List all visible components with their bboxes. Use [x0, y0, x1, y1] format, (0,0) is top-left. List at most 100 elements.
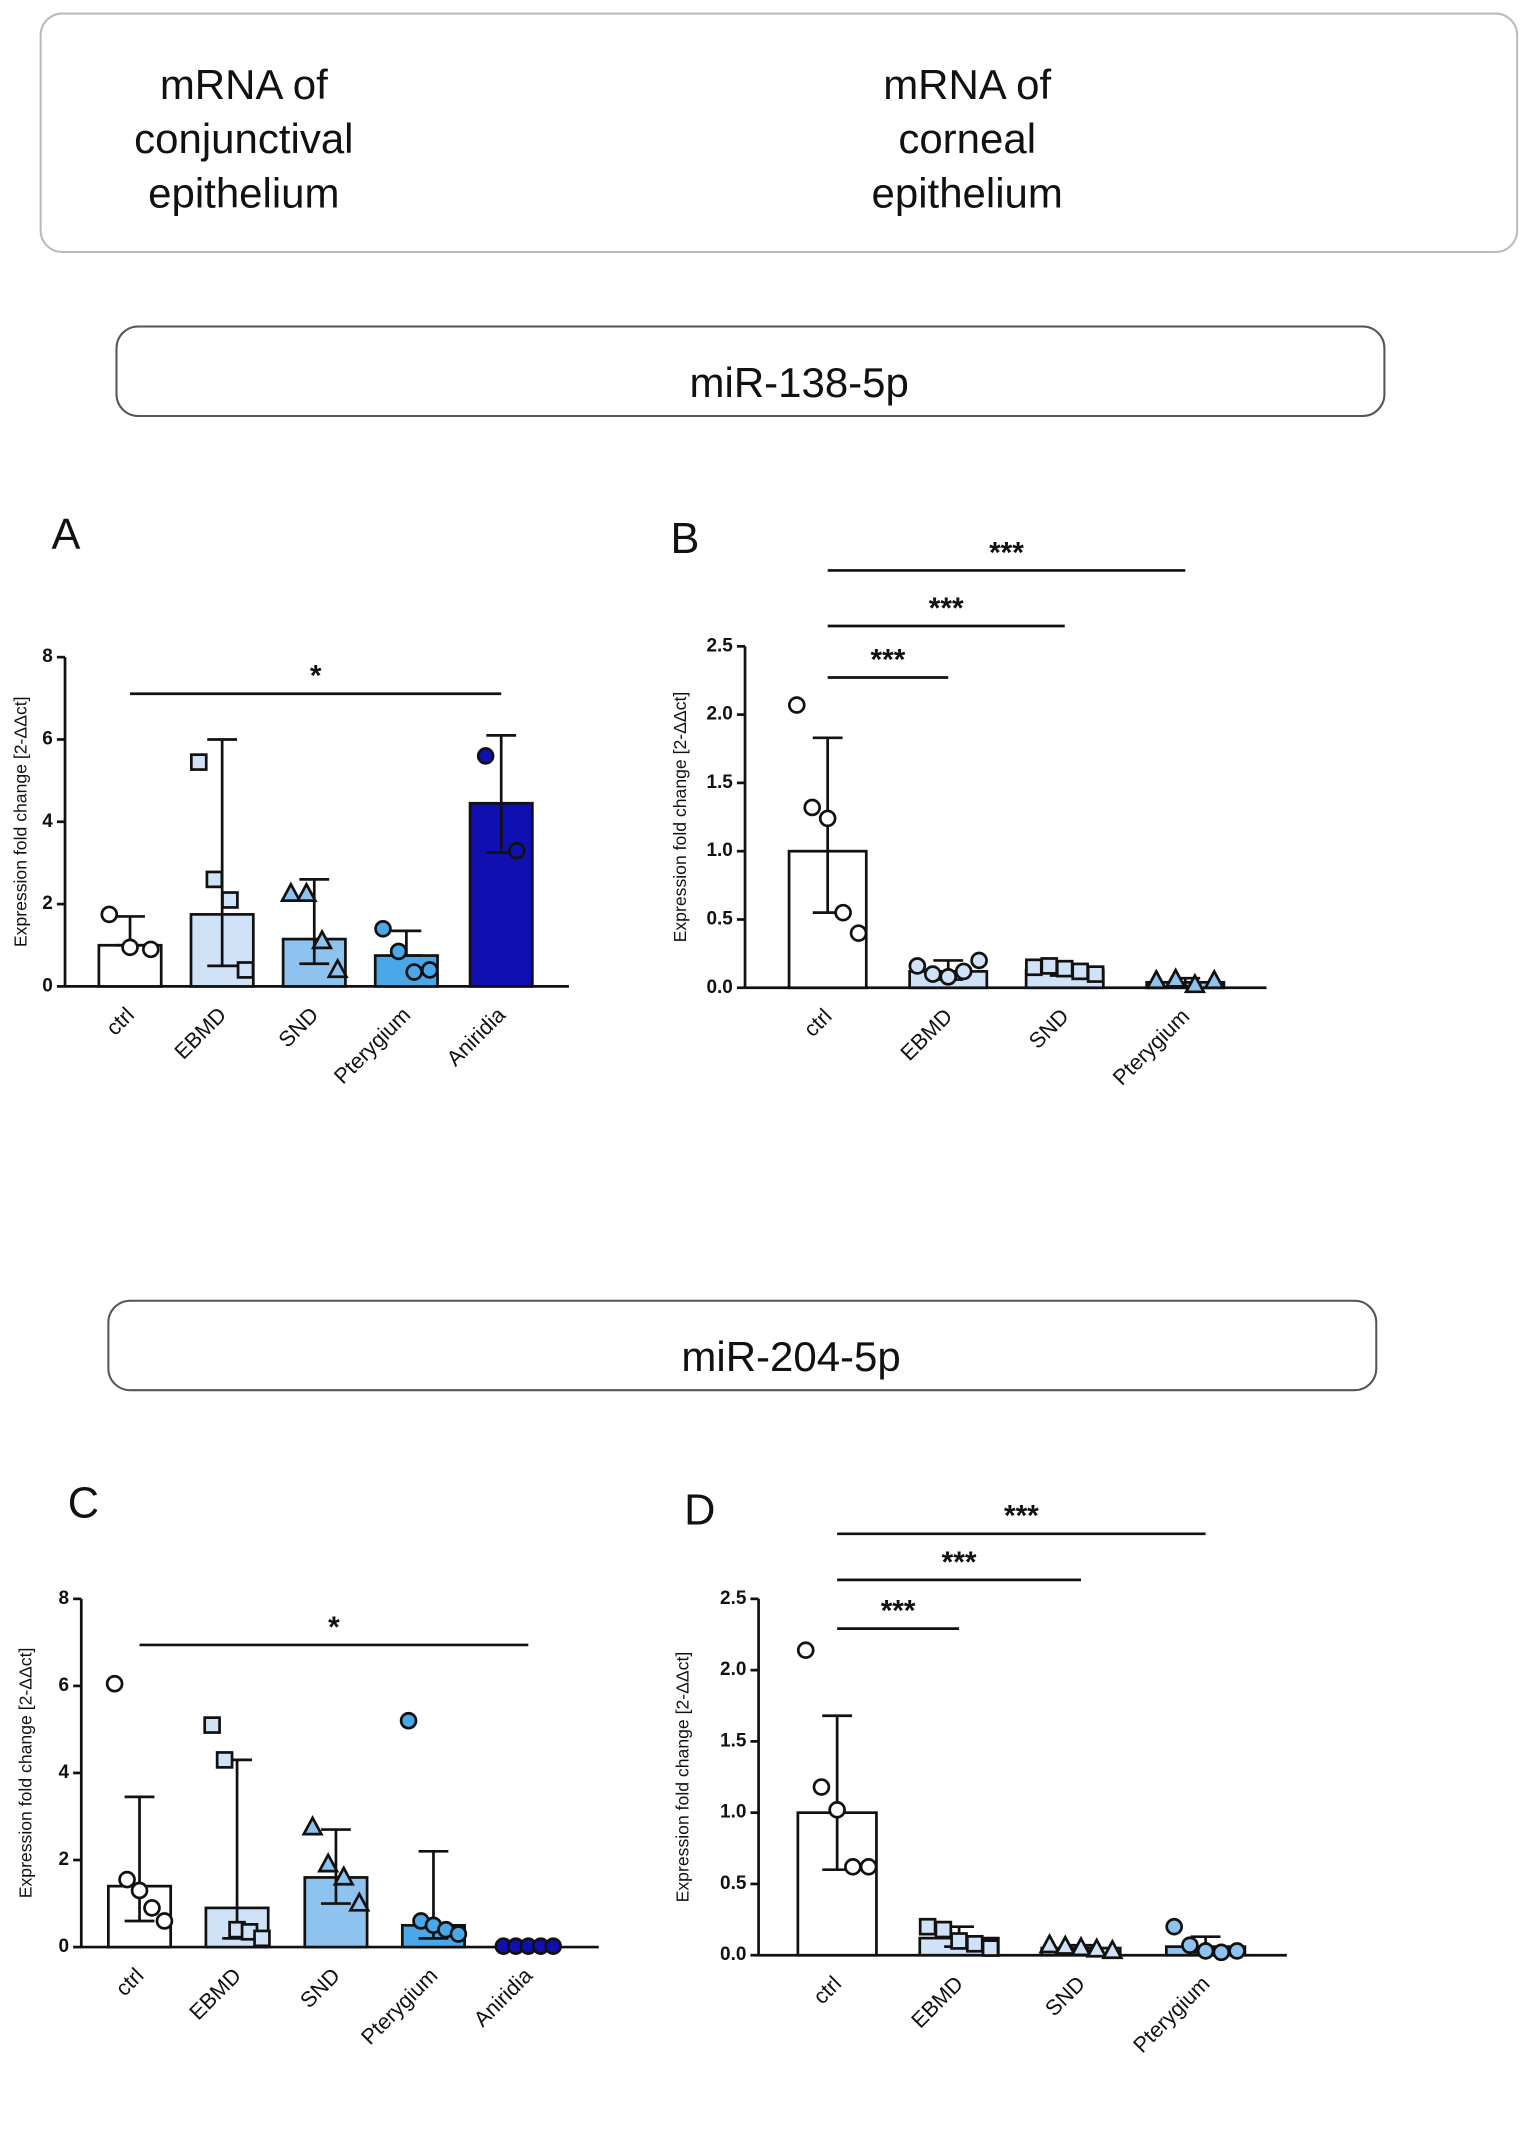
panel-letter: A	[51, 511, 80, 559]
data-point	[970, 951, 988, 970]
significance-label: ***	[989, 536, 1024, 569]
data-point	[918, 1917, 937, 1936]
data-point	[295, 881, 318, 902]
x-tick-label: EBMD	[906, 1971, 968, 2033]
data-point	[449, 1925, 468, 1943]
data-point	[100, 905, 119, 924]
data-point	[1038, 1932, 1061, 1954]
x-tick-label: ctrl	[110, 1963, 148, 2001]
section-title: miR-138-5p	[690, 359, 909, 406]
x-tick-label: ctrl	[808, 1971, 846, 2009]
y-tick-label: 0.0	[706, 977, 732, 998]
x-tick-label: Aniridia	[441, 1001, 510, 1070]
y-tick-label: 1.5	[720, 1730, 747, 1751]
y-tick-label: 8	[59, 1588, 70, 1609]
error-bar	[207, 738, 238, 968]
y-tick-label: 2.0	[706, 704, 732, 725]
data-point	[205, 870, 224, 889]
panel-letter: B	[671, 515, 700, 563]
y-tick-label: 2	[42, 893, 53, 914]
data-point	[142, 940, 160, 959]
section-box	[107, 1299, 1378, 1392]
y-tick-label: 1.0	[706, 840, 732, 861]
significance-label: ***	[929, 592, 964, 625]
y-tick-label: 0.5	[720, 1873, 747, 1894]
data-point	[965, 1934, 984, 1953]
data-point	[934, 1920, 953, 1939]
data-point	[326, 957, 349, 979]
data-point	[796, 1641, 815, 1659]
y-tick-label: 0	[59, 1936, 70, 1957]
x-tick-label: Pterygium	[329, 1002, 416, 1089]
panel-letter: C	[68, 1480, 99, 1528]
data-point	[939, 968, 958, 986]
y-tick-label: 6	[59, 1675, 70, 1696]
data-point	[859, 1858, 878, 1876]
data-point	[374, 919, 392, 938]
x-tick-label: Pterygium	[356, 1963, 443, 2050]
data-point	[215, 1751, 234, 1769]
x-tick-label: ctrl	[101, 1002, 139, 1040]
header-line: epithelium	[148, 169, 339, 216]
x-tick-label: Aniridia	[469, 1962, 538, 2031]
data-point	[118, 1870, 136, 1889]
x-tick-label: Pterygium	[1108, 1003, 1195, 1090]
data-point	[1212, 1943, 1231, 1962]
significance-label: *	[328, 1611, 340, 1644]
significance-label: ***	[942, 1546, 977, 1579]
y-tick-label: 0.0	[720, 1944, 746, 1965]
data-point	[405, 963, 423, 981]
data-point	[121, 938, 139, 957]
header-line: epithelium	[872, 169, 1063, 216]
data-point	[1164, 967, 1187, 988]
y-axis-label: Expression fold change [2-ΔΔct]	[670, 692, 690, 943]
data-point	[332, 1865, 355, 1886]
data-point	[923, 965, 942, 983]
data-point	[507, 841, 526, 860]
data-point	[803, 798, 822, 817]
y-tick-label: 0	[42, 975, 53, 996]
data-point	[301, 1815, 324, 1836]
data-point	[203, 1716, 221, 1734]
data-point	[476, 747, 495, 765]
y-tick-label: 8	[42, 646, 53, 667]
header-line: corneal	[898, 115, 1036, 162]
data-point	[950, 1932, 968, 1950]
y-tick-label: 6	[42, 728, 53, 749]
header-line: mRNA of	[160, 61, 328, 108]
data-point	[1228, 1942, 1246, 1960]
y-tick-label: 0.5	[706, 908, 733, 929]
data-point	[954, 962, 973, 981]
error-bar	[124, 1795, 155, 1923]
data-point	[1040, 957, 1059, 975]
data-point	[544, 1937, 563, 1956]
data-point	[834, 903, 852, 922]
data-point	[221, 891, 239, 909]
section-box	[115, 325, 1386, 417]
data-point	[849, 924, 868, 942]
x-tick-label: EBMD	[184, 1963, 246, 2025]
header-line: conjunctival	[134, 115, 353, 162]
data-point	[420, 961, 439, 979]
x-tick-label: EBMD	[895, 1003, 957, 1065]
data-point	[1145, 968, 1168, 990]
data-point	[1055, 959, 1074, 978]
y-tick-label: 4	[59, 1762, 70, 1783]
significance-label: *	[310, 660, 322, 693]
data-point	[908, 957, 927, 975]
data-point	[389, 942, 408, 961]
data-point	[1069, 1935, 1093, 1957]
header-box	[39, 12, 1519, 254]
section-title: miR-204-5p	[681, 1333, 900, 1380]
data-point	[1086, 965, 1105, 983]
significance-label: ***	[871, 643, 906, 676]
significance-label: ***	[1004, 1500, 1039, 1533]
error-bar	[299, 878, 330, 966]
data-point	[399, 1711, 418, 1730]
data-point	[1203, 968, 1226, 990]
header-line: mRNA of	[883, 61, 1051, 108]
y-tick-label: 2.5	[706, 635, 733, 656]
x-tick-label: ctrl	[799, 1003, 837, 1041]
data-point	[317, 1852, 340, 1873]
